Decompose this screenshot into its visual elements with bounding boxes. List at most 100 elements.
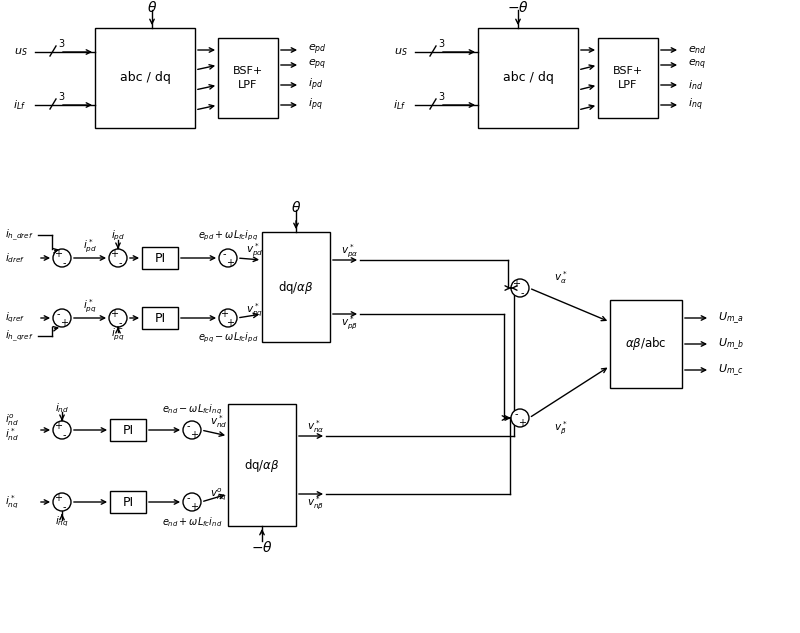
Text: $\alpha\beta$/abc: $\alpha\beta$/abc [626,335,666,353]
Text: -: - [118,258,122,268]
Bar [228,404,296,526]
Text: $i_{pq}$: $i_{pq}$ [308,97,322,113]
Text: -: - [186,493,190,503]
Text: -: - [62,430,66,440]
Text: BSF+: BSF+ [233,66,263,76]
Text: $v_\alpha^*$: $v_\alpha^*$ [554,270,567,286]
Text: $\theta$: $\theta$ [291,199,301,215]
Bar [478,28,578,128]
Circle shape [53,309,71,327]
Text: $e_{nd}$: $e_{nd}$ [688,44,706,56]
Text: $i_{h\_dref}$: $i_{h\_dref}$ [5,227,34,242]
Text: PI: PI [154,251,166,265]
Text: $i_{pd}$: $i_{pd}$ [308,77,323,93]
Text: $-\theta$: $-\theta$ [507,0,529,15]
Text: PI: PI [122,496,134,508]
Text: $e_{pq}$: $e_{pq}$ [308,58,326,72]
Text: -: - [520,288,524,298]
Text: +: + [54,493,62,503]
Text: $v_{nq}^o$: $v_{nq}^o$ [210,486,227,502]
Text: 3: 3 [438,39,444,49]
Text: -: - [62,502,66,512]
Text: 3: 3 [58,39,64,49]
Text: dq/$\alpha\beta$: dq/$\alpha\beta$ [278,279,314,296]
Text: $-\theta$: $-\theta$ [251,541,273,556]
Bar [95,28,195,128]
Text: +: + [54,249,62,259]
Text: -: - [514,409,518,419]
Text: $e_{nd}+\omega L_{fc}i_{nd}$: $e_{nd}+\omega L_{fc}i_{nd}$ [162,515,222,529]
Circle shape [511,409,529,427]
Bar [610,300,682,388]
Text: dq/$\alpha\beta$: dq/$\alpha\beta$ [244,456,280,473]
Text: $e_{nd}-\omega L_{fc}i_{nq}$: $e_{nd}-\omega L_{fc}i_{nq}$ [162,403,222,417]
Circle shape [53,249,71,267]
Text: +: + [226,318,234,328]
Text: $v_{pq}^*$: $v_{pq}^*$ [246,301,263,318]
Bar [218,38,278,118]
Text: $v_{p\alpha}^*$: $v_{p\alpha}^*$ [342,242,358,260]
Bar [110,419,146,441]
Text: $v_{nd}^*$: $v_{nd}^*$ [210,413,228,430]
Bar [110,491,146,513]
Text: +: + [110,249,118,259]
Text: +: + [60,318,68,328]
Bar [598,38,658,118]
Text: $i_{Lf}$: $i_{Lf}$ [13,98,26,112]
Text: $i_{nq}^*$: $i_{nq}^*$ [5,493,19,511]
Circle shape [53,421,71,439]
Text: LPF: LPF [238,80,258,90]
Circle shape [183,493,201,511]
Bar [262,232,330,342]
Text: $U_{m\_c}$: $U_{m\_c}$ [718,362,744,378]
Text: $e_{pq}-\omega L_{fc}i_{pd}$: $e_{pq}-\omega L_{fc}i_{pd}$ [198,331,258,345]
Text: $u_S$: $u_S$ [14,46,28,58]
Text: -: - [118,318,122,328]
Text: $i_{pq}^-$: $i_{pq}^-$ [111,326,125,342]
Text: $i_{nq}$: $i_{nq}$ [688,97,702,113]
Text: $i_{pd}$: $i_{pd}$ [111,229,125,243]
Text: $e_{nq}$: $e_{nq}$ [688,58,706,72]
Circle shape [219,249,237,267]
Text: $\theta$: $\theta$ [147,0,157,15]
Text: +: + [190,430,198,440]
Text: $U_{m\_b}$: $U_{m\_b}$ [718,336,744,352]
Text: $v_{p\beta}^*$: $v_{p\beta}^*$ [342,315,358,332]
Text: -: - [222,249,226,259]
Text: +: + [518,418,526,428]
Text: $i_{pq}^*$: $i_{pq}^*$ [83,298,97,315]
Text: abc / dq: abc / dq [502,72,554,84]
Text: $v_{n\alpha}^*$: $v_{n\alpha}^*$ [307,418,325,436]
Text: $v_{n\beta}^*$: $v_{n\beta}^*$ [307,494,325,511]
Text: +: + [512,279,520,289]
Circle shape [109,249,127,267]
Text: -: - [62,258,66,268]
Text: $e_{pd}+\omega L_{fc}i_{pq}$: $e_{pd}+\omega L_{fc}i_{pq}$ [198,229,258,243]
Text: $i_{pd}^*$: $i_{pd}^*$ [83,237,97,254]
Text: +: + [226,258,234,268]
Text: $i_{nq}$: $i_{nq}$ [55,515,69,529]
Text: $U_{m\_a}$: $U_{m\_a}$ [718,310,744,326]
Text: $i_{nd}$: $i_{nd}$ [55,401,69,415]
Text: $u_S$: $u_S$ [394,46,408,58]
Text: $i_{nd}^o$: $i_{nd}^o$ [5,412,19,428]
Text: PI: PI [154,311,166,325]
Text: $i_{nd}^*$: $i_{nd}^*$ [5,427,19,443]
Bar [142,307,178,329]
Text: abc / dq: abc / dq [119,72,170,84]
Text: -: - [56,309,60,319]
Circle shape [183,421,201,439]
Text: $i_{nd}$: $i_{nd}$ [688,78,703,92]
Text: $i_{h\_qref}$: $i_{h\_qref}$ [5,329,34,344]
Circle shape [109,309,127,327]
Circle shape [511,279,529,297]
Circle shape [53,493,71,511]
Text: BSF+: BSF+ [613,66,643,76]
Text: LPF: LPF [618,80,638,90]
Text: +: + [190,502,198,512]
Bar [142,247,178,269]
Text: $i_{dref}$: $i_{dref}$ [5,251,26,265]
Text: PI: PI [122,423,134,437]
Text: $i_{qref}$: $i_{qref}$ [5,311,26,325]
Text: +: + [54,421,62,431]
